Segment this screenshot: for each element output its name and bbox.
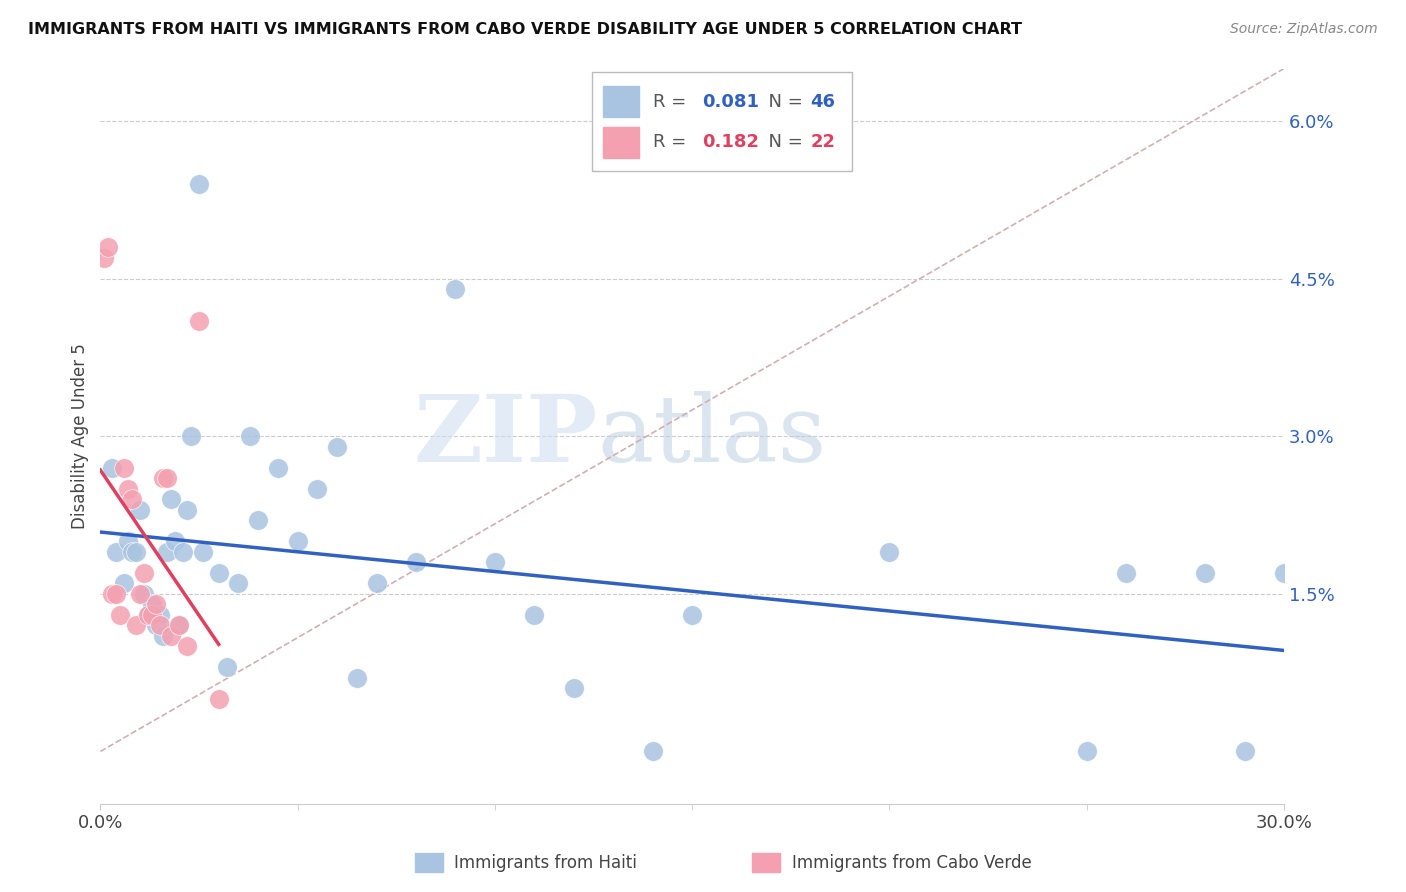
- Point: [105, 587, 128, 601]
- Point: [444, 282, 467, 296]
- Text: R =: R =: [654, 93, 692, 111]
- Text: 0.081: 0.081: [702, 93, 759, 111]
- Point: [145, 598, 167, 612]
- Point: [326, 440, 349, 454]
- Point: [1233, 744, 1256, 758]
- Point: [97, 240, 120, 254]
- Point: [1115, 566, 1137, 580]
- Point: [101, 587, 124, 601]
- Text: N =: N =: [758, 93, 808, 111]
- Point: [132, 566, 155, 580]
- Point: [208, 692, 231, 706]
- Point: [125, 618, 148, 632]
- Point: [247, 513, 270, 527]
- FancyBboxPatch shape: [592, 72, 852, 171]
- Point: [1272, 566, 1295, 580]
- Point: [523, 607, 546, 622]
- Point: [136, 607, 159, 622]
- Point: [405, 555, 427, 569]
- Point: [176, 503, 198, 517]
- Text: atlas: atlas: [598, 392, 827, 482]
- Point: [152, 471, 174, 485]
- Text: ZIP: ZIP: [413, 392, 598, 482]
- Text: R =: R =: [654, 133, 692, 151]
- Point: [125, 545, 148, 559]
- Point: [208, 566, 231, 580]
- Point: [681, 607, 703, 622]
- Point: [148, 607, 170, 622]
- Point: [215, 660, 238, 674]
- Text: Immigrants from Cabo Verde: Immigrants from Cabo Verde: [792, 854, 1032, 871]
- Text: Source: ZipAtlas.com: Source: ZipAtlas.com: [1230, 22, 1378, 37]
- Point: [1194, 566, 1216, 580]
- Text: 46: 46: [810, 93, 835, 111]
- Point: [167, 618, 190, 632]
- FancyBboxPatch shape: [603, 127, 638, 158]
- Point: [176, 640, 198, 654]
- Point: [484, 555, 506, 569]
- Text: N =: N =: [758, 133, 808, 151]
- Point: [879, 545, 901, 559]
- Point: [117, 482, 139, 496]
- Text: IMMIGRANTS FROM HAITI VS IMMIGRANTS FROM CABO VERDE DISABILITY AGE UNDER 5 CORRE: IMMIGRANTS FROM HAITI VS IMMIGRANTS FROM…: [28, 22, 1022, 37]
- Text: 22: 22: [810, 133, 835, 151]
- Point: [156, 471, 179, 485]
- Point: [188, 314, 211, 328]
- Point: [172, 545, 194, 559]
- Point: [145, 618, 167, 632]
- Point: [228, 576, 250, 591]
- Point: [562, 681, 585, 696]
- FancyBboxPatch shape: [603, 87, 638, 117]
- Point: [128, 503, 150, 517]
- Point: [121, 492, 143, 507]
- Point: [152, 629, 174, 643]
- Point: [105, 545, 128, 559]
- Point: [165, 534, 187, 549]
- Point: [188, 177, 211, 191]
- Point: [160, 629, 183, 643]
- Point: [136, 607, 159, 622]
- Point: [346, 671, 368, 685]
- Point: [180, 429, 202, 443]
- Y-axis label: Disability Age Under 5: Disability Age Under 5: [72, 343, 89, 529]
- Point: [267, 460, 290, 475]
- Text: Immigrants from Haiti: Immigrants from Haiti: [454, 854, 637, 871]
- Point: [287, 534, 309, 549]
- Point: [160, 492, 183, 507]
- Point: [239, 429, 262, 443]
- Point: [112, 576, 135, 591]
- Point: [117, 534, 139, 549]
- Point: [112, 460, 135, 475]
- Point: [191, 545, 214, 559]
- Point: [108, 607, 131, 622]
- Point: [141, 598, 163, 612]
- Point: [307, 482, 329, 496]
- Point: [121, 545, 143, 559]
- Point: [156, 545, 179, 559]
- Point: [128, 587, 150, 601]
- Point: [141, 607, 163, 622]
- Point: [132, 587, 155, 601]
- Point: [93, 251, 115, 265]
- Point: [366, 576, 388, 591]
- Point: [101, 460, 124, 475]
- Text: 0.182: 0.182: [702, 133, 759, 151]
- Point: [1076, 744, 1098, 758]
- Point: [641, 744, 664, 758]
- Point: [167, 618, 190, 632]
- Point: [148, 618, 170, 632]
